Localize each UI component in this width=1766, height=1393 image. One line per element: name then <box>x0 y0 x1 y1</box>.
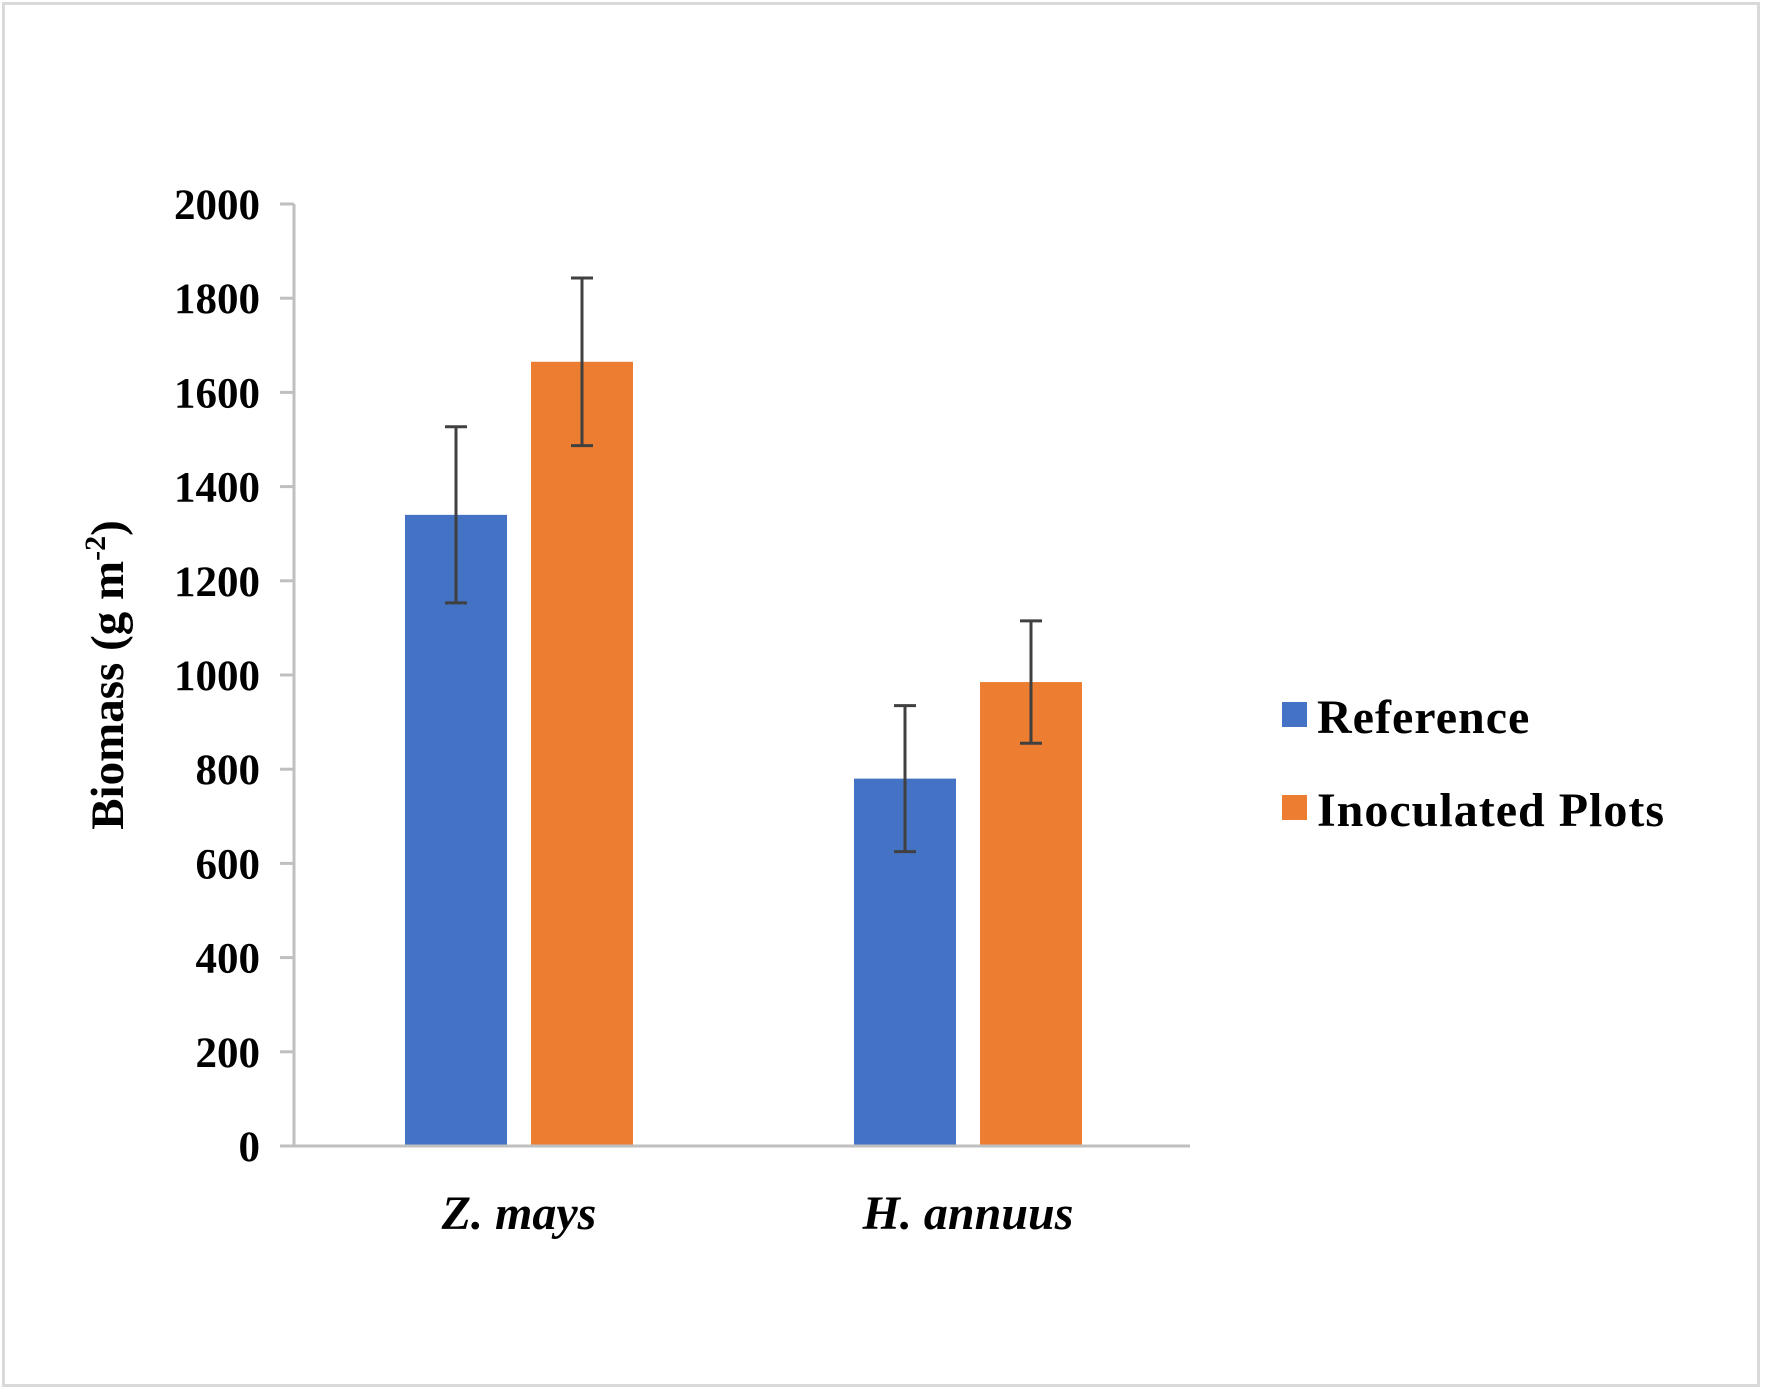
y-axis-label-end: ) <box>82 520 134 536</box>
legend-swatch <box>1282 795 1307 820</box>
y-tick-label: 0 <box>239 1124 261 1171</box>
error-bar <box>894 704 916 854</box>
legend-swatch <box>1282 702 1307 727</box>
y-tick-label: 200 <box>196 1030 261 1077</box>
x-category-label: Z. mays <box>441 1187 597 1240</box>
bar-reference-0 <box>405 514 507 1146</box>
y-axis-ticks: 0 200 400 600 800 1000 1200 1400 1600 1800 2000 <box>174 182 294 1171</box>
y-tick-label: 1000 <box>174 653 260 700</box>
error-bar <box>445 425 467 605</box>
y-tick-label: 800 <box>196 747 261 794</box>
x-category-label: H. annuus <box>862 1187 1074 1240</box>
y-tick-label: 2000 <box>174 182 260 229</box>
y-axis-label-text: Biomass (g m <box>82 561 134 830</box>
y-axis-label-superscript: -2 <box>79 536 112 561</box>
y-tick-label: 1400 <box>174 465 260 512</box>
y-tick-label: 1200 <box>174 559 260 606</box>
bar-inoculated-plots-0 <box>531 361 633 1146</box>
legend-label: Reference <box>1317 691 1530 744</box>
y-tick-label: 600 <box>196 841 261 888</box>
legend-label: Inoculated Plots <box>1317 784 1665 837</box>
y-tick-label: 1600 <box>174 370 260 417</box>
legend: Reference Inoculated Plots <box>1282 691 1665 837</box>
error-bars <box>445 276 1042 854</box>
error-bar <box>1020 619 1042 745</box>
bar-inoculated-plots-1 <box>980 682 1082 1146</box>
bars <box>405 361 1082 1146</box>
y-axis-label: Biomass (g m-2) <box>79 520 134 830</box>
y-tick-label: 400 <box>196 936 261 983</box>
error-bar <box>571 276 593 448</box>
x-axis-categories: Z. mays H. annuus <box>441 1187 1074 1240</box>
y-tick-label: 1800 <box>174 276 260 323</box>
